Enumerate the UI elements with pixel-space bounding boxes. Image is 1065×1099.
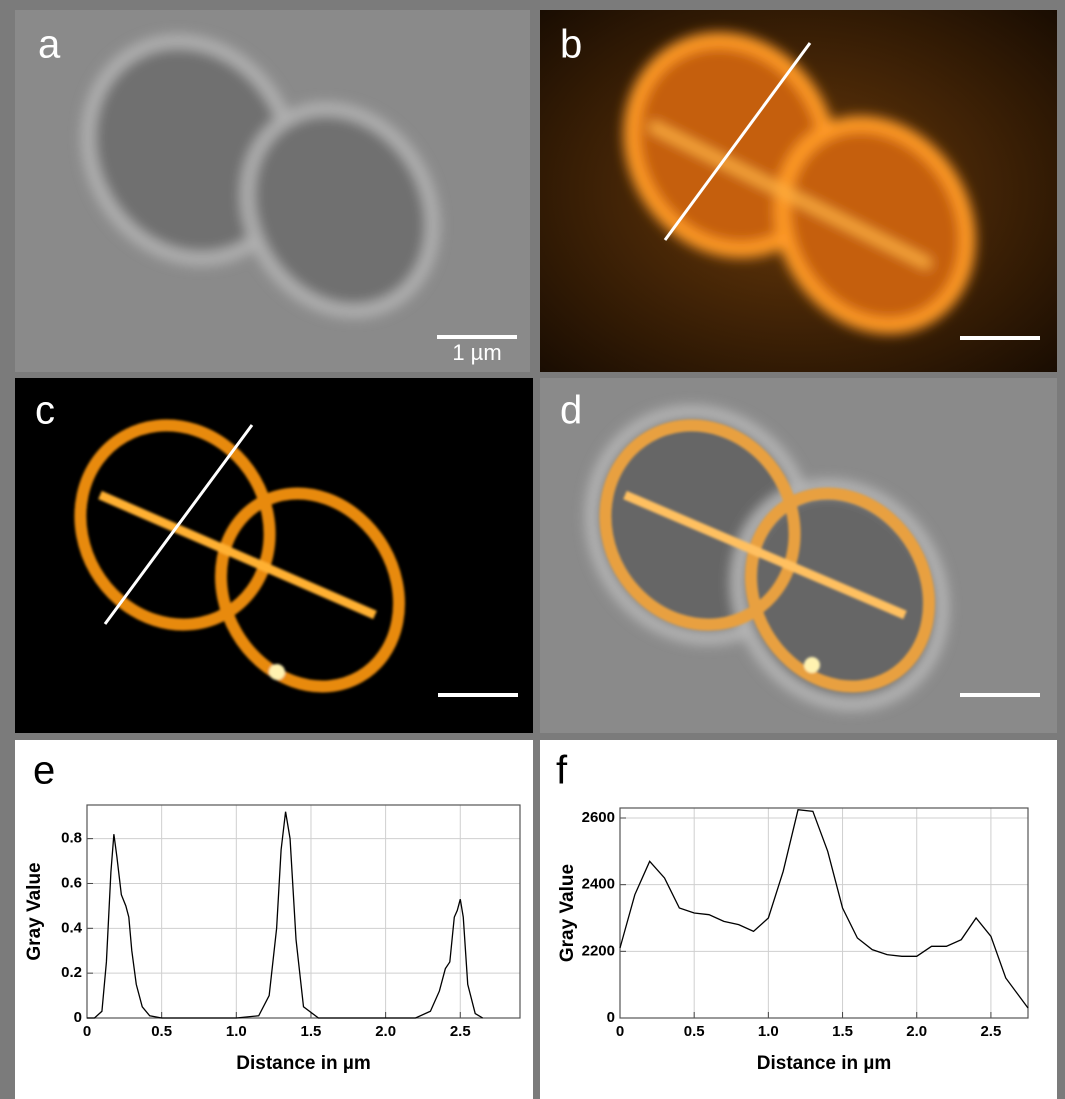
panel-label: b [560,23,582,67]
y-tick-label: 0.2 [61,964,82,981]
figure: a 1 µm b c [0,0,1065,1099]
scale-bar-label: 1 µm [452,340,501,365]
panel-label: c [35,389,55,433]
x-tick-label: 2.0 [906,1023,927,1040]
panel-f-background [540,740,1057,1099]
y-tick-label: 0.8 [61,830,82,847]
x-tick-label: 0 [616,1023,624,1040]
x-tick-label: 1.0 [758,1023,779,1040]
x-tick-label: 0 [83,1023,91,1040]
x-tick-label: 1.0 [226,1023,247,1040]
panel-d-image [540,373,1057,741]
x-tick-label: 2.0 [375,1023,396,1040]
x-tick-label: 2.5 [450,1023,471,1040]
y-tick-label: 0.4 [61,919,83,936]
x-tick-label: 2.5 [980,1023,1001,1040]
x-tick-label: 0.5 [684,1023,705,1040]
x-tick-label: 1.5 [832,1023,853,1040]
panel-label: a [38,23,61,67]
panel-label: f [556,749,568,793]
y-tick-label: 0.6 [61,874,82,891]
y-tick-label: 2400 [582,876,615,893]
panel-e-background [15,740,533,1099]
x-tick-label: 0.5 [151,1023,172,1040]
panel-b-image [540,4,1057,372]
y-tick-label: 0 [607,1009,615,1026]
y-tick-label: 2200 [582,942,615,959]
y-axis-label: Gray Value [24,862,45,960]
panel-c-image [15,378,533,733]
x-axis-label: Distance in µm [236,1053,370,1074]
y-tick-label: 2600 [582,809,615,826]
panel-a-image [15,4,530,372]
panel-label: e [33,749,55,793]
x-axis-label: Distance in µm [757,1053,891,1074]
x-tick-label: 1.5 [301,1023,322,1040]
panel-label: d [560,389,582,433]
y-tick-label: 0 [74,1009,82,1026]
y-axis-label: Gray Value [557,864,578,962]
